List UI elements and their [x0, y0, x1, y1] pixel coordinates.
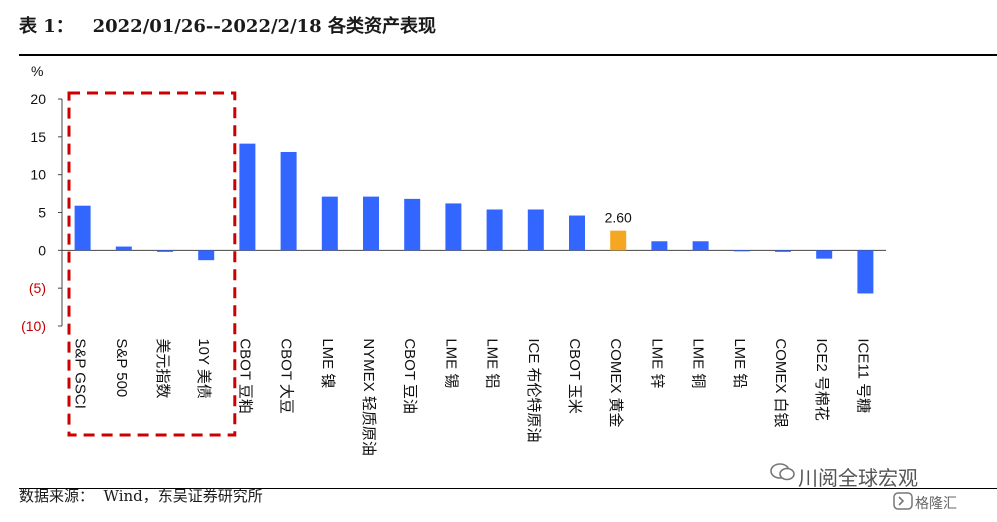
title-row: 表 1： 2022/01/26--2022/2/18 各类资产表现: [19, 12, 997, 489]
bar: [486, 209, 503, 251]
bar: [775, 250, 791, 252]
bar: [280, 151, 297, 251]
y-tick-label: 0: [38, 242, 46, 258]
category-label: CBOT 豆粕: [236, 338, 253, 414]
category-label: COMEX 白银: [772, 338, 789, 427]
y-axis-label: %: [31, 63, 43, 79]
category-label: LME 锡: [442, 338, 459, 388]
bar: [198, 250, 215, 261]
watermark-site: 格隆汇: [915, 496, 957, 512]
bar: [569, 215, 585, 251]
y-tick-label: 10: [30, 167, 46, 183]
bar: [651, 241, 668, 251]
category-label: S&P GSCI: [72, 338, 89, 409]
y-tick-label: 20: [30, 91, 46, 107]
title-divider: [19, 54, 997, 56]
bar: [74, 205, 91, 251]
category-label: ICE11 号糖: [854, 338, 871, 413]
y-tick-label: (5): [29, 280, 46, 296]
bar: [404, 198, 421, 251]
footer-divider: [19, 488, 997, 489]
y-tick-label: (10): [21, 318, 46, 334]
bar: [527, 209, 544, 251]
y-tick-label: 15: [30, 129, 46, 145]
bar: [857, 250, 874, 294]
data-label: 2.60: [605, 210, 632, 226]
bar: [610, 230, 627, 251]
source-note: 数据来源： Wind，东吴证券研究所: [19, 487, 263, 505]
category-label: COMEX 黄金: [607, 338, 624, 427]
bar: [157, 250, 173, 252]
bar: [733, 250, 750, 252]
category-label: CBOT 大豆: [278, 338, 295, 414]
axes: 20 15 10 5 0 (5) (10)%: [21, 63, 886, 334]
bar: [321, 196, 338, 251]
category-label: ICE2 号棉花: [813, 338, 830, 421]
category-label: LME 铜: [690, 338, 707, 388]
bar: [363, 196, 379, 251]
bars: [67, 91, 874, 437]
category-label: CBOT 豆油: [401, 338, 418, 414]
bar: [239, 143, 256, 251]
category-label: S&P 500: [113, 338, 130, 397]
category-label: LME 锌: [648, 338, 665, 388]
category-label: ICE 布伦特原油: [525, 338, 542, 442]
highlight-box: [67, 91, 237, 437]
category-label: LME 铝: [484, 338, 501, 388]
category-label: LME 镍: [319, 338, 337, 388]
page-title: 表 1： 2022/01/26--2022/2/18 各类资产表现: [19, 16, 436, 37]
category-label: CBOT 玉米: [566, 338, 583, 414]
bar: [115, 246, 132, 251]
wechat-icon: [770, 463, 795, 481]
watermark-account: 川阅全球宏观: [798, 466, 918, 490]
category-label: NYMEX 轻质原油: [360, 338, 377, 456]
bar: [692, 241, 709, 251]
category-label: LME 铅: [731, 338, 748, 388]
bar: [445, 203, 462, 251]
bar: [816, 250, 833, 259]
gelonghui-logo-icon: [893, 492, 913, 510]
y-tick-label: 5: [38, 205, 46, 221]
category-label: 10Y 美债: [195, 338, 212, 399]
category-label: 美元指数: [154, 338, 171, 398]
labels: S&P GSCI S&P 500 美元指数 10Y 美债 CBOT 豆粕 CBOT 大豆 L…: [72, 210, 872, 456]
